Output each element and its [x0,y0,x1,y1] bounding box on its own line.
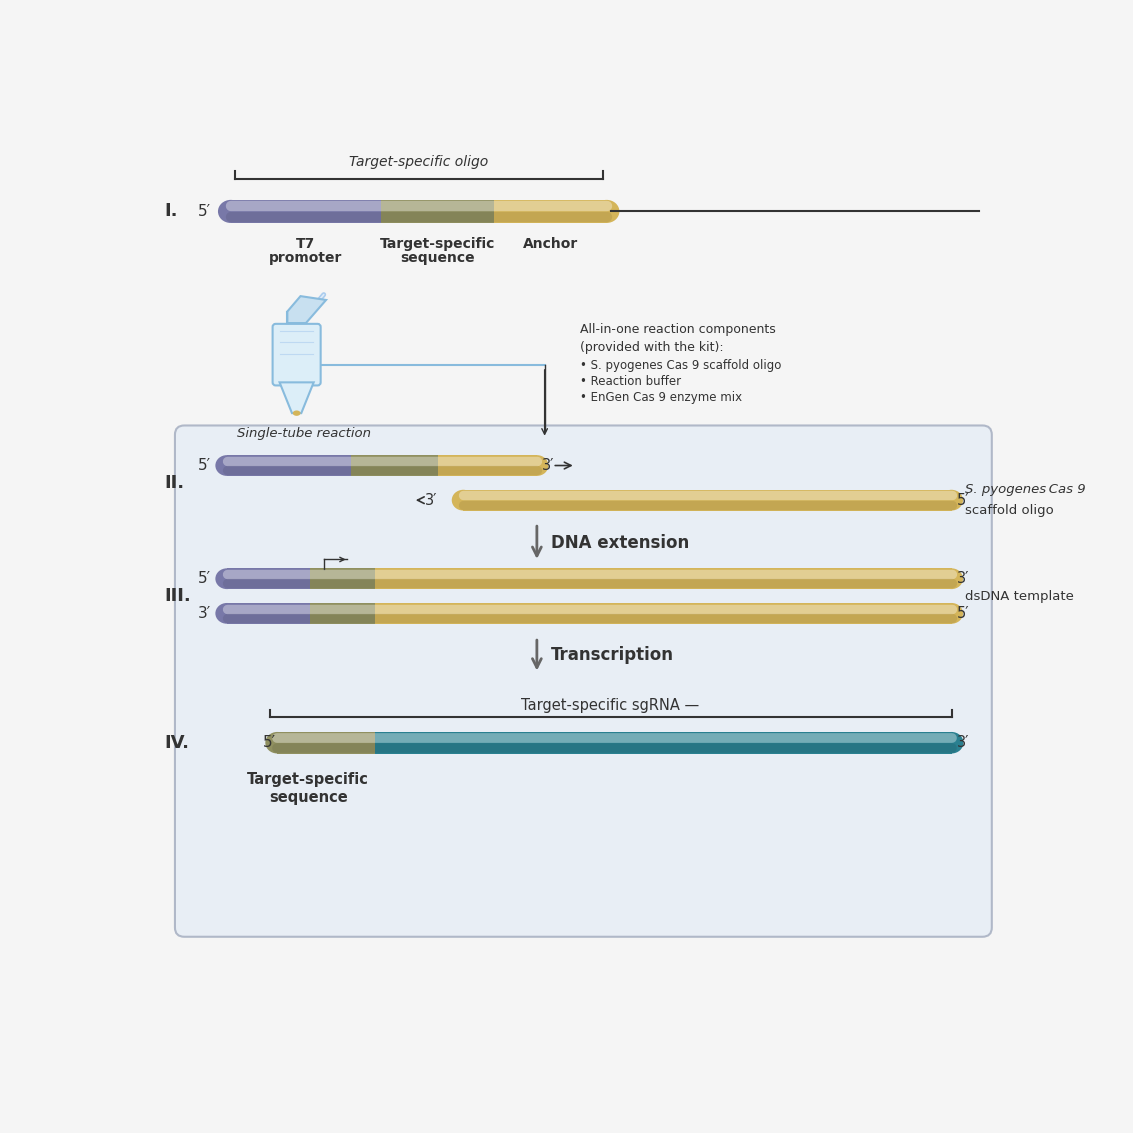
Ellipse shape [594,199,620,223]
Text: 3′: 3′ [543,458,555,472]
Text: Single-tube reaction: Single-tube reaction [238,427,372,440]
Text: Transcription: Transcription [551,646,674,664]
Text: • S. pyogenes Cas 9 scaffold oligo: • S. pyogenes Cas 9 scaffold oligo [579,359,781,373]
Text: • Reaction buffer: • Reaction buffer [579,375,681,389]
Bar [375,603,952,624]
Text: Target-specific sgRNA —: Target-specific sgRNA — [521,698,699,714]
Text: 5′: 5′ [197,571,211,586]
Text: T7: T7 [297,237,316,250]
Ellipse shape [215,569,238,589]
Ellipse shape [265,732,289,753]
Bar [227,455,351,476]
Bar [227,569,310,589]
Polygon shape [288,296,326,323]
Ellipse shape [940,603,963,624]
Ellipse shape [292,410,300,416]
Text: 5′: 5′ [263,735,276,750]
Bar [227,603,310,624]
Bar [494,199,606,223]
Text: 3′: 3′ [957,735,970,750]
Text: Anchor: Anchor [522,237,578,250]
Text: Target-specific oligo: Target-specific oligo [349,155,488,169]
Text: III.: III. [165,587,191,605]
Text: 5′: 5′ [197,204,211,219]
Text: dsDNA template: dsDNA template [964,589,1074,603]
Ellipse shape [215,603,238,624]
Bar [278,732,375,753]
Ellipse shape [452,489,475,511]
FancyBboxPatch shape [174,426,991,937]
Text: 3′: 3′ [425,493,437,508]
Ellipse shape [215,455,238,476]
Ellipse shape [526,455,548,476]
Text: scaffold oligo: scaffold oligo [964,504,1054,517]
Text: II.: II. [165,474,185,492]
Polygon shape [280,382,314,414]
Bar [437,455,537,476]
Text: IV.: IV. [165,734,190,751]
Bar [463,489,952,511]
Text: 3′: 3′ [197,606,211,621]
Text: (provided with the kit):: (provided with the kit): [579,341,723,353]
Bar [310,603,375,624]
Bar [375,569,952,589]
Text: Target-specific: Target-specific [247,772,369,787]
Text: All-in-one reaction components: All-in-one reaction components [579,323,775,337]
Ellipse shape [940,489,963,511]
Text: • EnGen Cas 9 enzyme mix: • EnGen Cas 9 enzyme mix [579,391,742,403]
Text: DNA extension: DNA extension [551,534,689,552]
Text: 3′: 3′ [957,571,970,586]
Bar [381,199,494,223]
Bar [351,455,437,476]
Text: Target-specific: Target-specific [380,237,495,250]
Text: sequence: sequence [269,791,348,806]
Text: S. pyogenes Cas 9: S. pyogenes Cas 9 [964,483,1085,496]
Bar [231,199,381,223]
Ellipse shape [940,569,963,589]
Ellipse shape [218,199,244,223]
FancyBboxPatch shape [273,324,321,385]
Text: sequence: sequence [400,252,475,265]
Text: 5′: 5′ [957,606,970,621]
Text: promoter: promoter [270,252,342,265]
Text: I.: I. [165,203,178,221]
Text: 5′: 5′ [197,458,211,472]
Bar [310,569,375,589]
Bar [375,732,952,753]
Ellipse shape [939,732,963,753]
Text: 5′: 5′ [957,493,970,508]
